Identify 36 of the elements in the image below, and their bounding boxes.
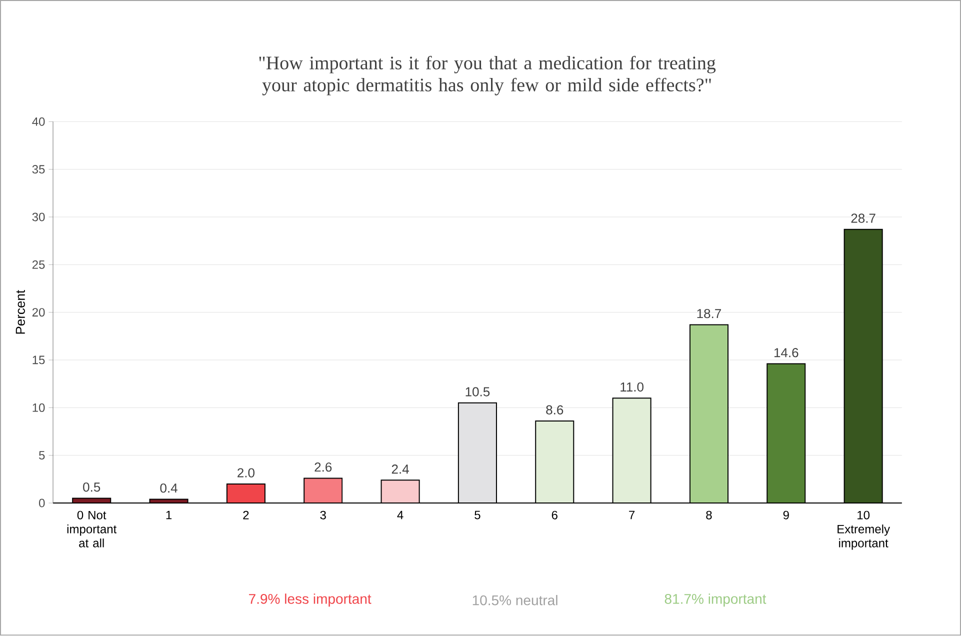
text: 7.9% less important: [249, 594, 372, 607]
data-label: 8.6: [546, 405, 564, 415]
data-label: 2.6: [314, 462, 332, 472]
y-tick-label: 25: [32, 260, 45, 270]
data-label: 18.7: [697, 309, 721, 318]
x-tick-label: 3: [320, 511, 326, 520]
data-label: 2.0: [238, 468, 254, 478]
y-tick-label: 15: [32, 356, 45, 364]
y-tick-label: 40: [32, 118, 45, 126]
y-tick-label: 30: [32, 212, 45, 222]
x-tick-label: 6: [552, 511, 558, 520]
y-tick-label: 35: [32, 165, 45, 174]
x-tick-label: 9: [783, 511, 789, 520]
x-tick-label: 0 Not important at all: [67, 511, 117, 548]
data-label: 0.4: [160, 484, 178, 493]
x-tick-label: 2: [243, 511, 249, 520]
data-label: 0.5: [83, 482, 100, 492]
text: 10.5% neutral: [472, 595, 558, 606]
x-tick-label: 4: [397, 511, 404, 520]
text: 81.7% important: [664, 594, 766, 607]
x-tick-label: 1: [166, 511, 172, 520]
chart-title: "How important is it for you that a medication for treating your atopic dermatitis has only few or mild side effects?": [259, 56, 716, 96]
data-label: 11.0: [620, 382, 644, 392]
x-tick-label: 8: [706, 511, 712, 520]
data-label: 28.7: [851, 214, 876, 223]
y-tick-label: 0: [39, 498, 45, 508]
x-tick-label: 5: [474, 511, 480, 520]
y-axis-title: Percent: [16, 290, 25, 334]
x-tick-label: 10 Extremely important: [838, 511, 890, 550]
x-tick-label: 7: [629, 511, 635, 520]
y-tick-label: 5: [39, 451, 45, 460]
y-tick-label: 10: [32, 404, 45, 412]
data-label: 2.4: [392, 464, 409, 474]
y-tick-label: 20: [32, 308, 45, 317]
data-label: 14.6: [774, 348, 798, 358]
data-label: 10.5: [466, 387, 490, 397]
